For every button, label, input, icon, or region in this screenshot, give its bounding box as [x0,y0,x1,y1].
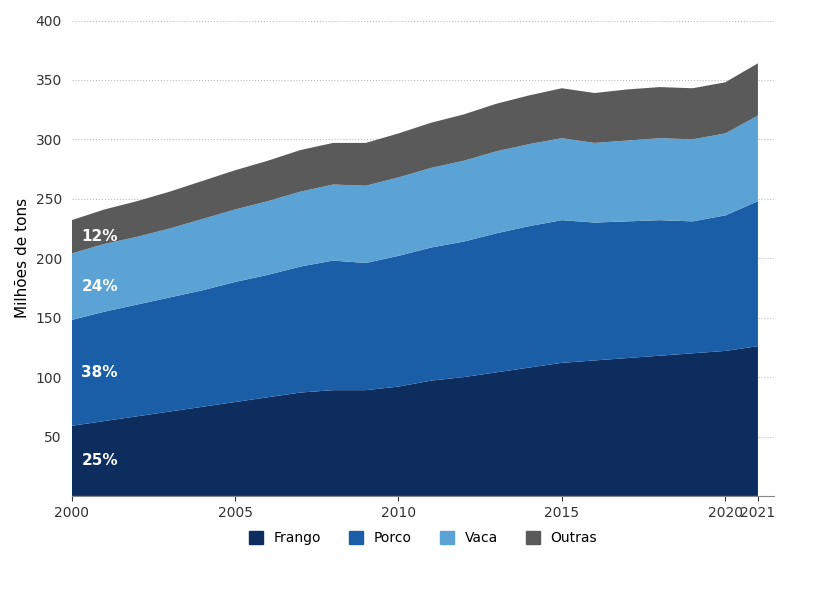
Legend: Frango, Porco, Vaca, Outras: Frango, Porco, Vaca, Outras [242,525,602,551]
Text: 24%: 24% [81,279,118,294]
Text: 34%: 34% [767,266,803,281]
Text: 25%: 25% [81,454,118,468]
Text: 38%: 38% [81,365,118,381]
Text: 12%: 12% [767,82,803,97]
Text: 34%: 34% [767,413,803,429]
Y-axis label: Milhões de tons: Milhões de tons [15,198,30,318]
Text: 12%: 12% [81,229,118,244]
Text: 20%: 20% [767,151,803,166]
